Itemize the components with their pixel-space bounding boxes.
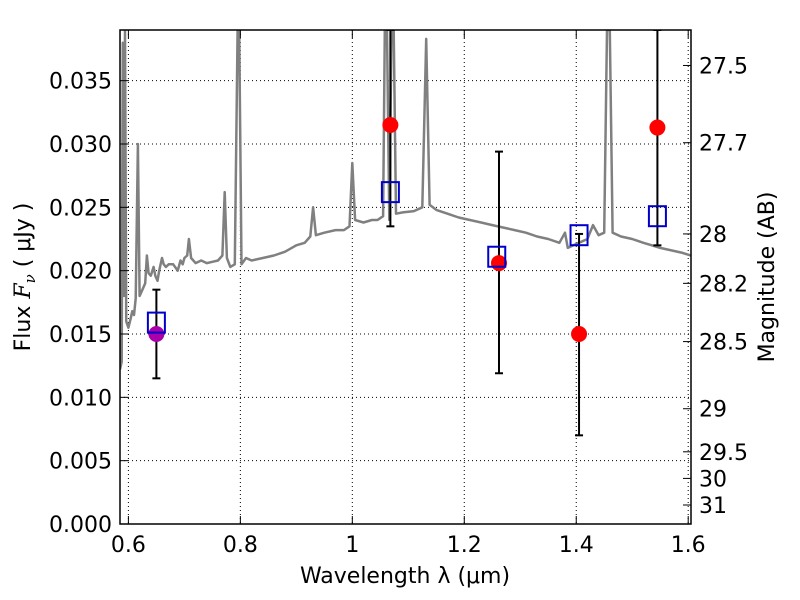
x-tick-label: 1 <box>345 533 359 558</box>
x-tick-label: 0.6 <box>111 533 146 558</box>
model-band-point <box>380 181 400 204</box>
y2-tick-label: 29 <box>699 398 727 423</box>
observed-point <box>148 326 165 342</box>
y2-tick-label: 31 <box>699 494 727 519</box>
y-axis-label: Flux Fν ( μJy ) <box>11 203 39 352</box>
x-tick-label: 1.4 <box>559 533 594 558</box>
y-tick-label: 0.005 <box>49 450 112 475</box>
x-axis-ticks: 0.6 0.8 1 1.2 1.4 1.6 <box>111 30 706 558</box>
model-band-point <box>569 224 589 247</box>
y-tick-label: 0.010 <box>49 386 112 411</box>
observed-point <box>649 119 666 136</box>
y-tick-label: 0.035 <box>49 70 112 95</box>
y2-tick-label: 30 <box>699 467 727 492</box>
observed-point <box>382 117 399 133</box>
x-tick-label: 0.8 <box>223 533 258 558</box>
x-tick-label: 1.2 <box>447 533 482 558</box>
y-tick-label: 0.030 <box>49 133 112 158</box>
model-band-point <box>647 205 667 228</box>
y-tick-label: 0.025 <box>49 196 112 221</box>
model-band-point <box>487 245 507 268</box>
model-band-point <box>146 311 166 334</box>
y2-tick-label: 28 <box>699 223 727 248</box>
y-axis-label-subscript: ν <box>21 274 39 283</box>
y2-tick-label: 28.2 <box>699 272 748 297</box>
y2-tick-label: 27.7 <box>699 132 748 157</box>
y2-tick-label: 27.5 <box>699 54 748 79</box>
y-tick-label: 0.000 <box>49 513 112 538</box>
y-tick-label: 0.015 <box>49 323 112 348</box>
y-tick-label: 0.020 <box>49 260 112 285</box>
y-axis-label-prefix: Flux <box>11 299 36 352</box>
model-sed-line <box>120 30 691 370</box>
x-axis-label: Wavelength λ (μm) <box>300 564 510 589</box>
model-band-points <box>146 181 667 334</box>
y-axis-ticks: 0.000 0.005 0.010 0.015 0.020 0.025 0.030 0.035 <box>49 70 128 538</box>
plot-area <box>120 30 691 437</box>
plot-frame <box>119 29 692 525</box>
observed-point <box>571 326 588 342</box>
y-axis-label-suffix: ( μJy ) <box>11 203 36 275</box>
y-axis-label-symbol: F <box>11 283 36 300</box>
x-tick-label: 1.6 <box>671 533 706 558</box>
y2-axis-label: Magnitude (AB) <box>755 192 780 363</box>
y2-tick-label: 29.5 <box>699 441 748 466</box>
y2-tick-label: 28.5 <box>699 331 748 356</box>
